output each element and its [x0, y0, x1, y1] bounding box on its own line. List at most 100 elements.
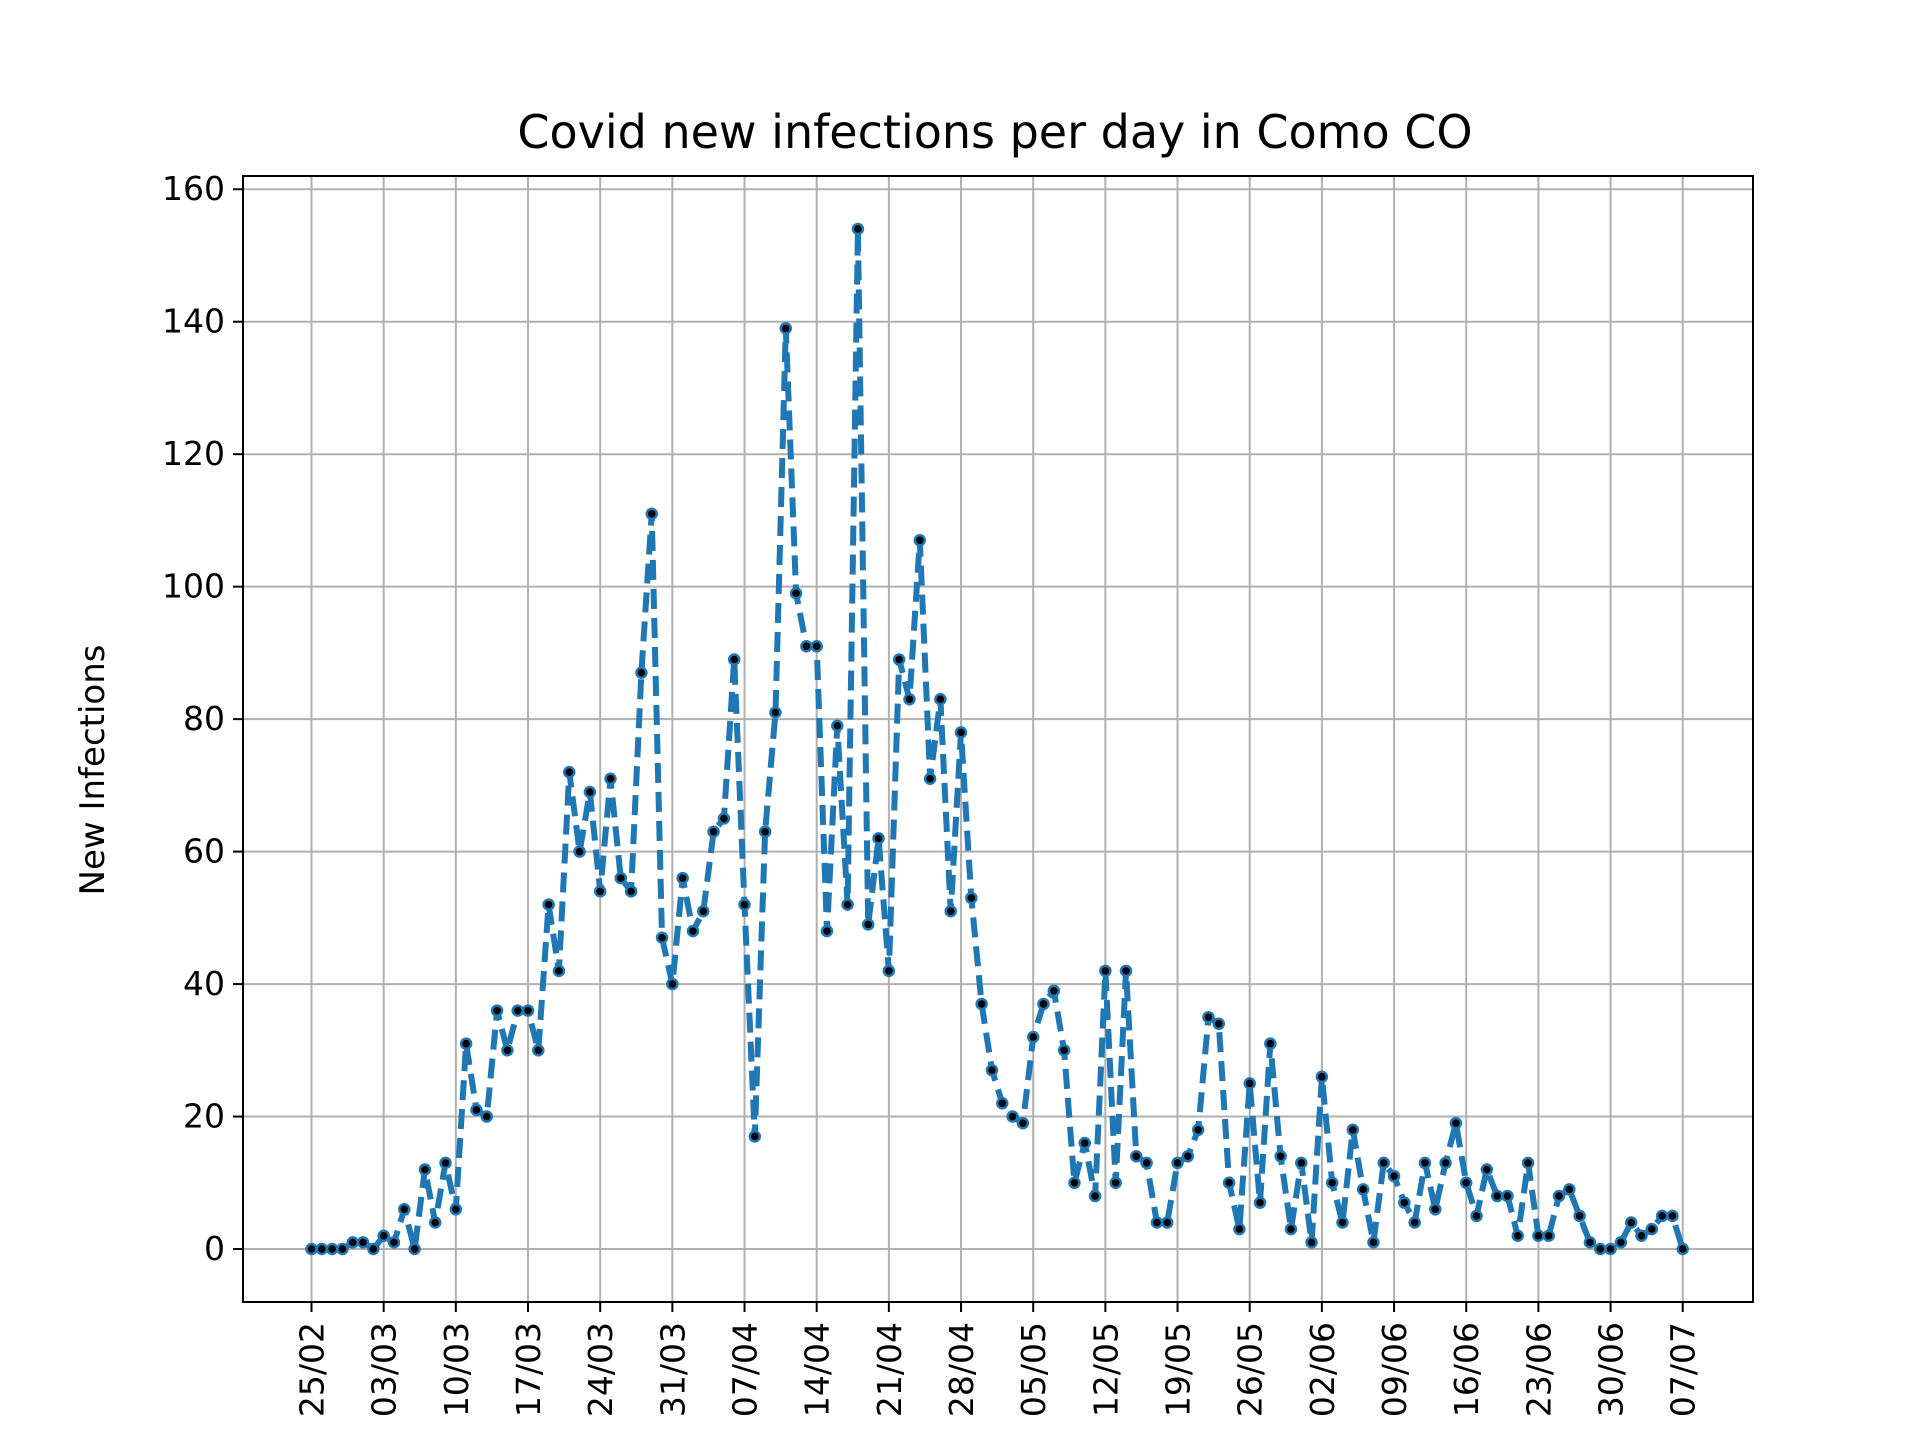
data-point [1068, 1176, 1081, 1190]
x-tick-label: 24/03 [581, 1322, 620, 1417]
data-point [552, 964, 566, 978]
y-tick-label: 0 [204, 1229, 225, 1268]
data-point [1655, 1209, 1669, 1223]
data-point [934, 693, 947, 706]
data-point [655, 931, 669, 944]
data-point [1645, 1222, 1659, 1236]
data-point [1315, 1070, 1329, 1084]
data-point [666, 977, 679, 991]
data-point [882, 964, 896, 978]
data-point [738, 898, 751, 911]
x-tick-label: 02/06 [1303, 1322, 1342, 1417]
data-point [1439, 1156, 1452, 1170]
data-point [1305, 1236, 1318, 1249]
data-point [346, 1236, 359, 1249]
data-point [1490, 1189, 1504, 1203]
data-point [1418, 1156, 1432, 1170]
y-axis-label: New Infections [73, 645, 113, 896]
data-point [532, 1044, 545, 1057]
data-point [511, 1004, 524, 1017]
data-point [769, 706, 782, 719]
data-point [1583, 1236, 1597, 1249]
data-point [1387, 1169, 1401, 1183]
data-point [459, 1037, 473, 1050]
data-point [975, 997, 988, 1011]
data-point [1264, 1037, 1277, 1050]
y-tick-label: 80 [183, 699, 225, 738]
data-point [758, 825, 772, 838]
data-point [604, 772, 617, 785]
data-point [573, 845, 586, 858]
data-point [1047, 984, 1061, 997]
y-tick-label: 40 [183, 964, 225, 1003]
data-point [418, 1163, 432, 1176]
x-tick-label: 26/05 [1231, 1322, 1270, 1417]
data-point [1408, 1216, 1421, 1229]
data-point [686, 924, 700, 938]
data-point [820, 924, 834, 938]
data-point [1594, 1242, 1607, 1256]
data-point [1088, 1189, 1102, 1203]
data-point [583, 785, 597, 799]
data-point [1274, 1150, 1287, 1163]
data-point [356, 1236, 370, 1249]
x-tick-label: 30/06 [1592, 1322, 1631, 1417]
data-point [1521, 1156, 1535, 1170]
data-point [635, 666, 648, 680]
data-point [645, 507, 658, 521]
data-point [676, 871, 689, 885]
y-tick-label: 20 [183, 1097, 225, 1136]
data-point [851, 222, 865, 236]
data-point [1573, 1209, 1586, 1223]
data-point [872, 832, 885, 845]
data-point [1604, 1242, 1617, 1256]
chart-title: Covid new infections per day in Como CO [517, 105, 1472, 159]
data-point [1171, 1156, 1184, 1170]
data-point [1026, 1030, 1040, 1044]
x-tick-label: 07/04 [726, 1322, 765, 1417]
data-point [614, 871, 628, 885]
data-point [439, 1156, 452, 1170]
data-point [325, 1242, 339, 1256]
data-point [593, 885, 607, 898]
data-point [1078, 1136, 1091, 1150]
data-point [831, 719, 844, 733]
data-point [707, 825, 720, 838]
data-point [800, 640, 813, 653]
data-point [542, 898, 555, 911]
data-point [1429, 1203, 1442, 1216]
data-point [748, 1130, 762, 1143]
data-point [1532, 1229, 1545, 1243]
data-point [470, 1103, 483, 1117]
x-tick-label: 16/06 [1447, 1322, 1486, 1417]
data-point [367, 1242, 380, 1256]
data-point [1130, 1150, 1143, 1163]
y-tick-label: 120 [162, 434, 225, 473]
data-point [892, 653, 906, 666]
series-new-infections [305, 222, 1689, 1256]
x-tick-label: 12/05 [1086, 1322, 1125, 1417]
data-point [903, 693, 916, 706]
data-point [1181, 1150, 1195, 1163]
data-point [1480, 1163, 1494, 1176]
data-point [1109, 1176, 1122, 1190]
x-tick-label: 03/03 [365, 1322, 404, 1417]
x-tick-label: 10/03 [437, 1322, 476, 1417]
data-point [1635, 1229, 1648, 1243]
data-point [1222, 1176, 1236, 1190]
data-point [1346, 1123, 1360, 1137]
data-point [1099, 964, 1112, 978]
data-point [490, 1004, 504, 1017]
data-point [996, 1097, 1009, 1110]
data-point [305, 1242, 318, 1256]
data-point [913, 534, 927, 547]
x-tick-label: 25/02 [293, 1322, 332, 1417]
data-point [944, 904, 957, 918]
data-point [810, 640, 823, 653]
x-tick-label: 28/04 [942, 1322, 981, 1417]
data-point [1470, 1209, 1483, 1223]
data-point [1191, 1123, 1205, 1137]
data-point [624, 885, 638, 898]
data-point [1037, 997, 1050, 1011]
x-tick-label: 23/06 [1519, 1322, 1558, 1417]
